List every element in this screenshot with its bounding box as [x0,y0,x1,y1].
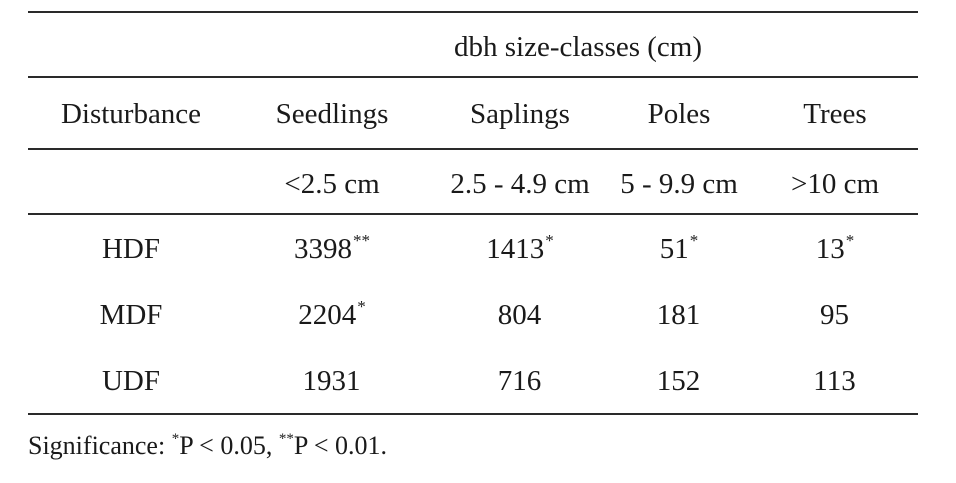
table-cell: 95 [820,298,850,336]
table-cell: 1931 [303,364,362,402]
table-cell: 716 [498,364,543,402]
group-header-rule [28,76,918,78]
row-label: MDF [99,299,163,331]
table-cell: 804 [498,298,543,336]
cell-value: 1413 [486,233,545,265]
range-poles: 5 - 9.9 cm [620,168,738,200]
cell-value: 152 [656,365,701,397]
significance-mark: * [357,297,366,316]
table-cell: 152 [657,364,702,402]
table-cell: 2204* [298,297,366,336]
cell-value: 2204 [298,299,357,331]
significance-mark: * [171,431,180,447]
footnote: Significance: *P < 0.05, **P < 0.01. [28,430,387,466]
column-header-disturbance: Disturbance [60,98,202,130]
column-header-poles: Poles [647,98,711,130]
range-saplings: 2.5 - 4.9 cm [450,168,590,200]
significance-mark: * [689,231,699,250]
table-cell: 1413* [486,231,554,270]
cell-value: 181 [656,299,701,331]
cell-value: 3398 [294,233,352,265]
cell-value: 95 [820,299,849,331]
group-header: dbh size-classes (cm) [453,31,703,63]
significance-mark: * [545,231,554,250]
table-cell: 113 [813,364,856,402]
table-cell: 13* [815,231,855,270]
bottom-rule [28,413,918,415]
significance-mark: ** [278,431,294,447]
range-seedlings: <2.5 cm [284,168,380,200]
row-label: UDF [101,365,161,397]
top-rule [28,11,918,13]
footnote-sig2-text: P < 0.01. [293,431,388,460]
column-header-trees: Trees [803,98,867,130]
cell-value: 1931 [302,365,361,397]
range-rule [28,213,918,215]
table-cell: 3398** [294,231,370,270]
column-header-seedlings: Seedlings [275,98,389,130]
table-cell: 51* [659,231,699,270]
row-label: HDF [101,233,161,265]
significance-mark: ** [353,231,370,250]
cell-value: 51 [659,233,689,265]
range-trees: >10 cm [790,168,880,200]
header-rule [28,148,918,150]
table-cell: 181 [657,298,702,336]
cell-value: 716 [497,365,542,397]
significance-mark: * [845,231,855,250]
cell-value: 13 [815,233,845,265]
footnote-sig1-text: P < 0.05, [179,431,273,460]
cell-value: 804 [497,299,542,331]
cell-value: 113 [813,365,856,397]
column-header-saplings: Saplings [470,98,570,130]
footnote-label: Significance: [28,431,166,460]
